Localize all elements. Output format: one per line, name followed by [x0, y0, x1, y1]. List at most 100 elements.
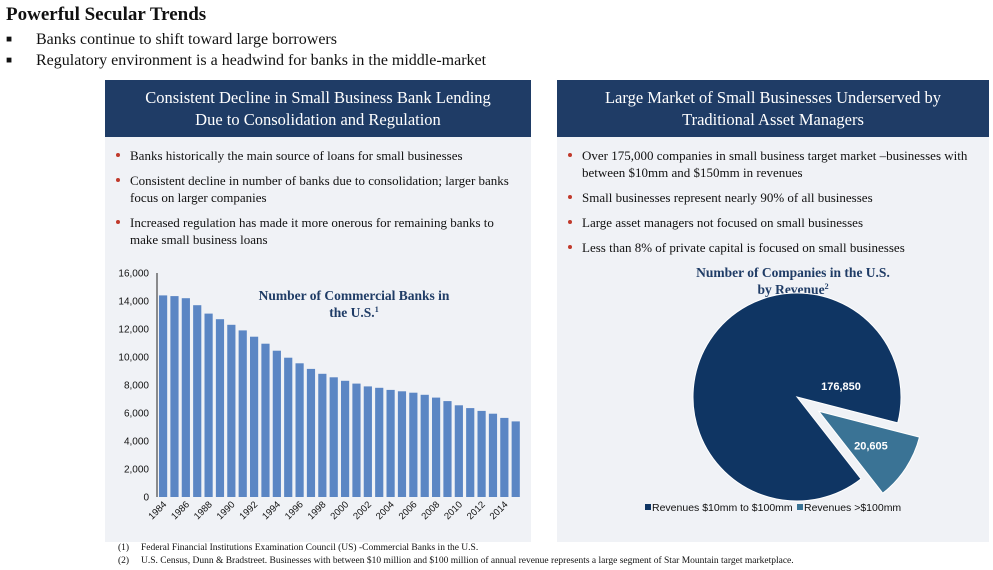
bar-1990: [227, 324, 236, 497]
legend-label: Revenues >$100mm: [804, 502, 901, 514]
bar-1998: [318, 373, 327, 497]
top-bullet-text: Banks continue to shift toward large bor…: [36, 31, 337, 48]
panel-bullet: Large asset managers not focused on smal…: [557, 214, 985, 231]
y-tick-label: 12,000: [118, 325, 149, 336]
bar-1999: [329, 377, 338, 497]
bank-lending-panel: Consistent Decline in Small Business Ban…: [105, 80, 531, 542]
x-tick-label: 2002: [351, 499, 374, 522]
page-title: Powerful Secular Trends: [6, 4, 207, 25]
bar-1992: [250, 336, 259, 497]
bar-2001: [352, 383, 361, 497]
panel-heading-line: Traditional Asset Managers: [682, 109, 864, 129]
bar-1988: [204, 313, 213, 497]
bar-1991: [238, 330, 247, 497]
panel-bullet-list: Over 175,000 companies in small business…: [557, 147, 985, 264]
bar-1995: [284, 357, 293, 497]
x-tick-label: 2014: [488, 499, 511, 522]
x-tick-label: 1988: [192, 499, 215, 522]
bar-1989: [215, 319, 225, 497]
top-bullet: ■ Banks continue to shift toward large b…: [6, 29, 486, 50]
panel-heading: Large Market of Small Businesses Underse…: [557, 80, 989, 137]
x-tick-label: 2012: [465, 499, 488, 522]
footnote-ref: 1: [375, 305, 379, 314]
y-tick-label: 0: [143, 493, 149, 504]
bar-2015: [511, 421, 520, 497]
square-bullet-icon: ■: [6, 55, 13, 66]
x-tick-label: 2006: [397, 499, 420, 522]
chart-title: Number of Commercial Banks in: [259, 288, 450, 303]
x-tick-label: 1994: [260, 499, 283, 522]
footnote-number: (2): [118, 556, 130, 566]
panel-bullet: Small businesses represent nearly 90% of…: [557, 189, 985, 206]
pie-slice-1: [692, 292, 902, 502]
bar-1986: [181, 298, 190, 497]
chart-title: Number of Companies in the U.S.: [696, 265, 890, 280]
bar-1984: [159, 295, 168, 497]
panel-bullet: Less than 8% of private capital is focus…: [557, 239, 985, 256]
bar-1997: [306, 368, 316, 497]
footnote: (2) U.S. Census, Dunn & Bradstreet. Busin…: [118, 556, 794, 566]
x-tick-label: 2004: [374, 499, 397, 522]
panel-heading-line: Large Market of Small Businesses Underse…: [604, 87, 942, 107]
legend-swatch: [645, 504, 651, 510]
bar-1994: [272, 350, 281, 497]
top-bullet-list: ■ Banks continue to shift toward large b…: [6, 29, 486, 71]
footnote: (1) Federal Financial Institutions Examin…: [118, 543, 478, 553]
footnote-ref: 2: [825, 282, 829, 291]
bar-2003: [375, 387, 384, 497]
companies-pie-chart: Number of Companies in the U.S. by Reven…: [645, 265, 921, 514]
bar-2009: [443, 401, 452, 497]
bar-2004: [386, 389, 395, 497]
y-tick-label: 8,000: [124, 381, 149, 392]
y-tick-label: 6,000: [124, 409, 149, 420]
bar-2013: [488, 413, 498, 497]
bar-2005: [397, 391, 407, 497]
small-business-panel: Large Market of Small Businesses Underse…: [557, 80, 989, 542]
y-tick-label: 14,000: [118, 297, 149, 308]
y-tick-label: 10,000: [118, 353, 149, 364]
bar-2006: [409, 392, 418, 497]
bar-2012: [477, 410, 486, 497]
bar-2008: [432, 397, 441, 497]
footnote-text: U.S. Census, Dunn & Bradstreet. Business…: [141, 556, 794, 566]
square-bullet-icon: ■: [6, 34, 13, 45]
y-tick-label: 4,000: [124, 437, 149, 448]
bar-1987: [193, 305, 202, 497]
panel-bullet: Increased regulation has made it more on…: [105, 214, 525, 248]
pie-value-label: 176,850: [821, 381, 861, 393]
top-bullet-text: Regulatory environment is a headwind for…: [36, 52, 487, 69]
y-tick-label: 16,000: [118, 269, 149, 280]
panel-bullet-list: Banks historically the main source of lo…: [105, 147, 525, 256]
pie-slice-2: [817, 410, 921, 494]
bar-2002: [363, 386, 372, 497]
panel-bullet: Banks historically the main source of lo…: [105, 147, 525, 164]
x-tick-label: 1998: [306, 499, 329, 522]
x-tick-label: 1990: [215, 499, 238, 522]
footnote-number: (1): [118, 543, 130, 553]
legend-swatch: [797, 504, 803, 510]
top-bullet: ■ Regulatory environment is a headwind f…: [6, 50, 486, 71]
panel-bullet: Consistent decline in number of banks du…: [105, 172, 525, 206]
bar-2011: [466, 408, 475, 497]
x-tick-label: 1992: [237, 499, 260, 522]
y-tick-label: 2,000: [124, 465, 149, 476]
panel-bullet: Over 175,000 companies in small business…: [557, 147, 985, 181]
bank-count-bar-chart: 0 2,000 4,000 6,000 8,000 10,000 12,000 14,000 1…: [118, 269, 520, 522]
legend-label: Revenues $10mm to $100mm: [652, 502, 793, 514]
panel-heading-line: Due to Consolidation and Regulation: [195, 109, 441, 129]
bar-2010: [454, 405, 463, 497]
chart-title-line: the U.S.: [329, 305, 374, 320]
bar-1985: [170, 296, 179, 497]
footnote-text: Federal Financial Institutions Examinati…: [141, 543, 479, 553]
bar-1996: [295, 363, 304, 497]
x-tick-label: 1984: [146, 499, 169, 522]
pie-value-label: 20,605: [854, 440, 888, 452]
x-tick-label: 2008: [419, 499, 442, 522]
panel-heading: Consistent Decline in Small Business Ban…: [105, 80, 531, 137]
x-tick-label: 1996: [283, 499, 306, 522]
x-tick-label: 1986: [169, 499, 192, 522]
chart-title: the U.S.1: [329, 305, 378, 320]
panel-heading-line: Consistent Decline in Small Business Ban…: [145, 87, 491, 107]
bar-1993: [261, 343, 270, 497]
x-tick-label: 2000: [328, 499, 351, 522]
